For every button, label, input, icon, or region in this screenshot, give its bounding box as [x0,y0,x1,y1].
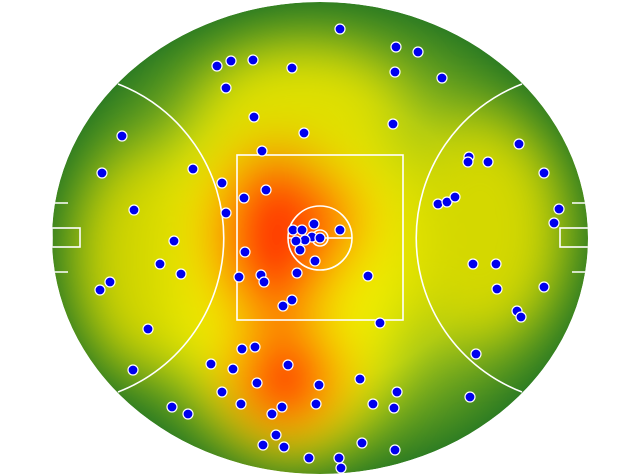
point [220,82,232,94]
point [298,127,310,139]
point [220,207,232,219]
point [335,462,347,474]
point [225,55,237,67]
point [464,391,476,403]
point [367,398,379,410]
point [294,244,306,256]
point [388,402,400,414]
point [356,437,368,449]
point [211,60,223,72]
point [256,145,268,157]
point [187,163,199,175]
point [513,138,525,150]
point [441,196,453,208]
point [235,398,247,410]
point [227,363,239,375]
point [303,452,315,464]
point [116,130,128,142]
point [310,398,322,410]
point [449,191,461,203]
point [436,72,448,84]
point [277,300,289,312]
point [266,408,278,420]
point [354,373,366,385]
point [538,281,550,293]
point [515,311,527,323]
point [432,198,444,210]
point [94,284,106,296]
point [334,23,346,35]
point [548,217,560,229]
point [334,224,346,236]
point [470,348,482,360]
point [553,203,565,215]
point [290,235,302,247]
point [467,258,479,270]
point [333,452,345,464]
point [412,46,424,58]
point [538,167,550,179]
point [389,444,401,456]
point [127,364,139,376]
point [313,379,325,391]
point [216,177,228,189]
point [491,283,503,295]
point [296,224,308,236]
point [236,343,248,355]
point [239,246,251,258]
point [391,386,403,398]
point [362,270,374,282]
point [251,377,263,389]
point [248,111,260,123]
point [258,276,270,288]
point [482,156,494,168]
point [260,184,272,196]
point [257,439,269,451]
point [389,66,401,78]
point [96,167,108,179]
point [128,204,140,216]
point [247,54,259,66]
point [276,401,288,413]
point [154,258,166,270]
point [308,218,320,230]
point [249,341,261,353]
point [142,323,154,335]
point [166,401,178,413]
point [104,276,116,288]
point [309,255,321,267]
point [390,41,402,53]
point [175,268,187,280]
point [282,359,294,371]
point [387,118,399,130]
point [238,192,250,204]
point [462,156,474,168]
point [286,294,298,306]
point [168,235,180,247]
point [233,271,245,283]
point [291,267,303,279]
point [216,386,228,398]
point [270,429,282,441]
point [490,258,502,270]
point [286,62,298,74]
point [374,317,386,329]
point [278,441,290,453]
point [205,358,217,370]
point [182,408,194,420]
point [314,232,326,244]
